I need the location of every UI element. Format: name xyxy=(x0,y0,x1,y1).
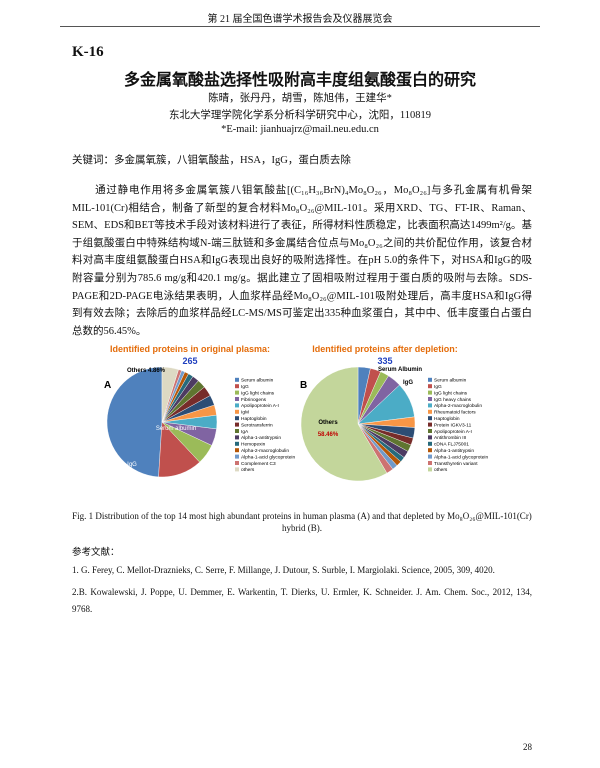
legend-swatch xyxy=(235,377,239,382)
legend-swatch xyxy=(235,422,239,427)
pie-slice xyxy=(300,366,388,482)
legend-label: Protein IGKV3-11 xyxy=(434,422,472,428)
legend-swatch xyxy=(235,454,239,459)
legend-label: Fibrinogens xyxy=(241,397,267,403)
paper-id: K-16 xyxy=(72,44,104,60)
legend-label: Haptoglobin xyxy=(434,416,460,422)
legend-label: Transthyretin variant xyxy=(434,461,478,467)
pie-annotation: IgG xyxy=(403,380,413,386)
legend-label: Alpha-2-macroglobulin xyxy=(241,448,289,454)
legend-swatch xyxy=(235,467,239,472)
legend-swatch xyxy=(428,454,432,459)
legend-label: Antithrombin III xyxy=(434,435,466,441)
legend-swatch xyxy=(235,397,239,401)
legend-label: Rheumatoid factors xyxy=(434,410,476,416)
legend-label: IgG heavy chains xyxy=(434,397,472,403)
pie-annotation: Serum albumin xyxy=(156,426,196,432)
figure: Identified proteins in original plasma: 2… xyxy=(104,344,488,482)
panel-total: 265 xyxy=(182,356,197,366)
legend-label: IgA xyxy=(241,429,249,435)
pie-annotation: Serum Albumin xyxy=(378,367,422,373)
legend-label: Alpha-1-acid glycoprotein xyxy=(241,454,295,460)
header-rule xyxy=(60,26,540,27)
legend-label: Alpha-1-antitrypsin xyxy=(434,448,474,454)
legend-label: Alpha-1-acid glycoprotein xyxy=(434,454,488,460)
figure-caption: Fig. 1 Distribution of the top 14 most h… xyxy=(72,511,532,533)
legend-label: Complement C3 xyxy=(241,461,276,467)
legend-swatch xyxy=(428,390,432,395)
panel-label: A xyxy=(104,380,111,391)
abstract: 通过静电作用将多金属氧簇八钼氧酸盐[(C₁₆H₃₆BrN)₄Mo₈O₂₆，Mo₈… xyxy=(72,185,532,337)
legend-label: Haptoglobin xyxy=(241,416,267,422)
legend-swatch xyxy=(428,429,432,433)
reference: 2.B. Kowalewski, J. Poppe, U. Demmer, E.… xyxy=(72,587,532,614)
legend-label: IgG xyxy=(434,384,442,390)
legend-swatch xyxy=(235,448,239,453)
pie-annotation: 58.46% xyxy=(318,432,339,438)
legend-swatch xyxy=(235,409,239,414)
reference: 1. G. Ferey, C. Mellot-Draznieks, C. Ser… xyxy=(72,565,495,575)
legend-swatch xyxy=(235,416,239,421)
page-number: 28 xyxy=(523,742,532,752)
legend-swatch xyxy=(428,416,432,421)
legend-label: Serum albumin xyxy=(434,378,467,384)
legend-swatch xyxy=(428,435,432,440)
legend-swatch xyxy=(428,422,432,427)
email: *E-mail: jianhuajrz@mail.neu.edu.cn xyxy=(221,124,379,135)
legend-swatch xyxy=(235,384,239,389)
legend-label: IgG light chains xyxy=(434,390,468,396)
legend-label: Alpha-1-antitrypsin xyxy=(241,435,281,441)
legend-label: cDNA FLJ75001 xyxy=(434,442,469,448)
legend-label: Serotransferrin xyxy=(241,422,273,428)
legend-swatch xyxy=(428,461,432,465)
pie-slice xyxy=(161,366,179,423)
affiliation: 东北大学理学院化学系分析科学研究中心，沈阳，110819 xyxy=(168,110,432,121)
legend-swatch xyxy=(235,429,239,433)
legend-label: Apolipoprotein A-I xyxy=(434,429,472,435)
legend-label: others xyxy=(241,467,255,473)
legend-label: others xyxy=(434,467,448,473)
legend-label: Serum albumin xyxy=(241,378,274,384)
legend-swatch xyxy=(428,384,432,389)
panel-title: Identified proteins after depletion: xyxy=(312,344,458,354)
legend-label: IgM xyxy=(241,410,249,416)
legend-swatch xyxy=(428,377,432,382)
pie-annotation: Others 4.86% xyxy=(127,368,166,374)
keywords: 关键词：多金属氧簇，八钼氧酸盐，HSA，IgG，蛋白质去除 xyxy=(72,155,351,166)
paper-title: 多金属氧酸盐选择性吸附高丰度组氨酸蛋白的研究 xyxy=(123,70,476,89)
legend-swatch xyxy=(428,467,432,472)
legend-label: IgG xyxy=(241,384,249,390)
legend-swatch xyxy=(428,403,432,408)
legend-label: IgG light chains xyxy=(241,390,275,396)
panel-label: B xyxy=(300,380,307,391)
legend-swatch xyxy=(428,409,432,414)
legend-label: Hemopexin xyxy=(241,442,266,448)
legend-swatch xyxy=(235,390,239,395)
legend-swatch xyxy=(428,441,432,446)
legend-swatch xyxy=(235,435,239,440)
legend-swatch xyxy=(235,403,239,408)
authors: 陈晴，张丹丹，胡雪，陈旭伟，王建华* xyxy=(208,93,392,104)
legend-swatch xyxy=(428,448,432,453)
pie-annotation: IgG xyxy=(127,462,137,468)
legend-label: Apolipoprotein A-I xyxy=(241,403,279,409)
legend-swatch xyxy=(235,441,239,446)
legend-label: Alpha-2-macroglobulin xyxy=(434,403,482,409)
references-heading: 参考文献： xyxy=(72,548,120,558)
legend-swatch xyxy=(428,397,432,401)
pie-slice xyxy=(106,366,163,478)
panel-title: Identified proteins in original plasma: xyxy=(110,344,270,354)
legend-swatch xyxy=(235,461,239,465)
running-header: 第 21 届全国色谱学术报告会及仪器展览会 xyxy=(207,14,393,25)
pie-annotation: Others xyxy=(318,420,338,426)
panel-total: 335 xyxy=(377,356,392,366)
